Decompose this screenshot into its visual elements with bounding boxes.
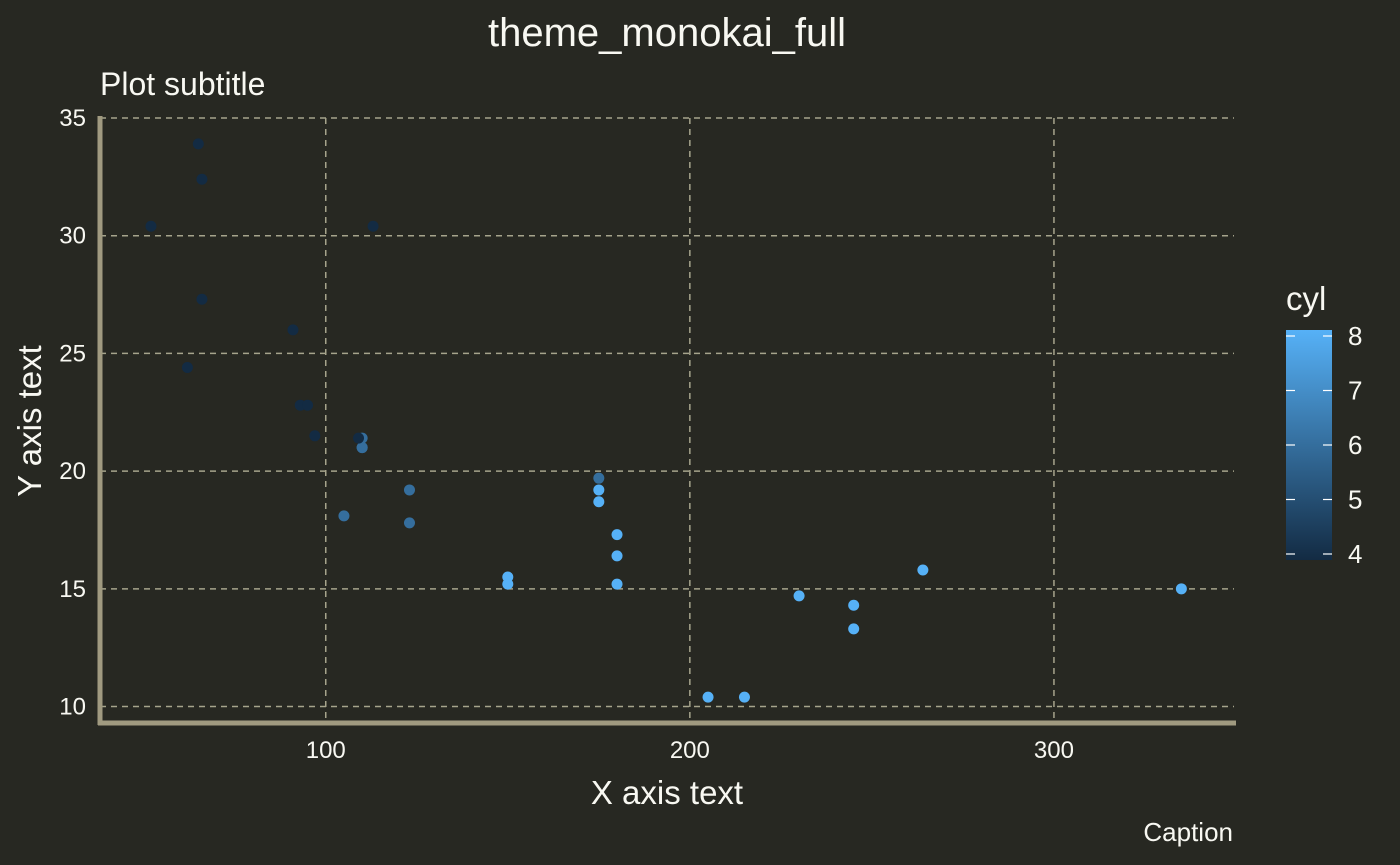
legend-title: cyl (1286, 280, 1326, 317)
data-point-7 (181, 362, 193, 374)
point-layer (145, 138, 1187, 703)
legend-label-7: 7 (1348, 376, 1362, 406)
data-point-5 (338, 510, 350, 522)
data-point-22 (502, 578, 514, 590)
data-point-24 (593, 484, 605, 496)
y-tick-label-25: 25 (59, 340, 86, 367)
data-point-29 (593, 472, 605, 484)
data-point-27 (367, 220, 379, 232)
y-tick-label-35: 35 (59, 105, 86, 132)
y-tick-label-10: 10 (59, 694, 86, 721)
grid-layer (100, 117, 1234, 723)
data-point-6 (848, 599, 860, 611)
chart-caption: Caption (1143, 817, 1233, 847)
data-point-4 (593, 496, 605, 508)
y-tick-label-15: 15 (59, 576, 86, 603)
legend-label-5: 5 (1348, 485, 1362, 515)
legend-ticks: 4 5 6 7 8 (1286, 321, 1362, 569)
data-point-25 (196, 293, 208, 305)
y-tick-label-30: 30 (59, 223, 86, 250)
data-point-30 (1175, 583, 1187, 595)
data-point-28 (917, 564, 929, 576)
data-point-19 (192, 138, 204, 150)
data-point-8 (302, 399, 314, 411)
x-tick-label-300: 300 (1034, 737, 1074, 764)
y-axis-label: Y axis text (11, 345, 48, 497)
data-point-18 (145, 220, 157, 232)
data-point-10 (403, 517, 415, 529)
data-point-12 (611, 529, 623, 541)
axis-layer (97, 116, 1236, 726)
chart-subtitle: Plot subtitle (100, 66, 265, 102)
data-point-13 (611, 578, 623, 590)
chart-title: theme_monokai_full (488, 11, 846, 55)
legend: cyl 4 5 6 7 8 (1286, 280, 1362, 569)
legend-label-4: 4 (1348, 539, 1362, 569)
x-tick-label-100: 100 (306, 737, 346, 764)
data-point-16 (793, 590, 805, 602)
legend-label-6: 6 (1348, 430, 1362, 460)
data-point-31 (353, 432, 365, 444)
data-point-1 (356, 442, 368, 454)
data-point-9 (403, 484, 415, 496)
x-tick-label-200: 200 (670, 737, 710, 764)
x-axis-label: X axis text (591, 774, 743, 811)
data-point-17 (196, 173, 208, 185)
tick-layer: 10 15 20 25 30 35 100 200 300 (59, 105, 1074, 764)
data-point-26 (287, 324, 299, 336)
y-tick-label-20: 20 (59, 458, 86, 485)
data-point-20 (309, 430, 321, 442)
data-point-11 (611, 550, 623, 562)
data-point-15 (738, 691, 750, 703)
data-point-23 (848, 623, 860, 635)
data-point-14 (702, 691, 714, 703)
legend-label-8: 8 (1348, 321, 1362, 351)
